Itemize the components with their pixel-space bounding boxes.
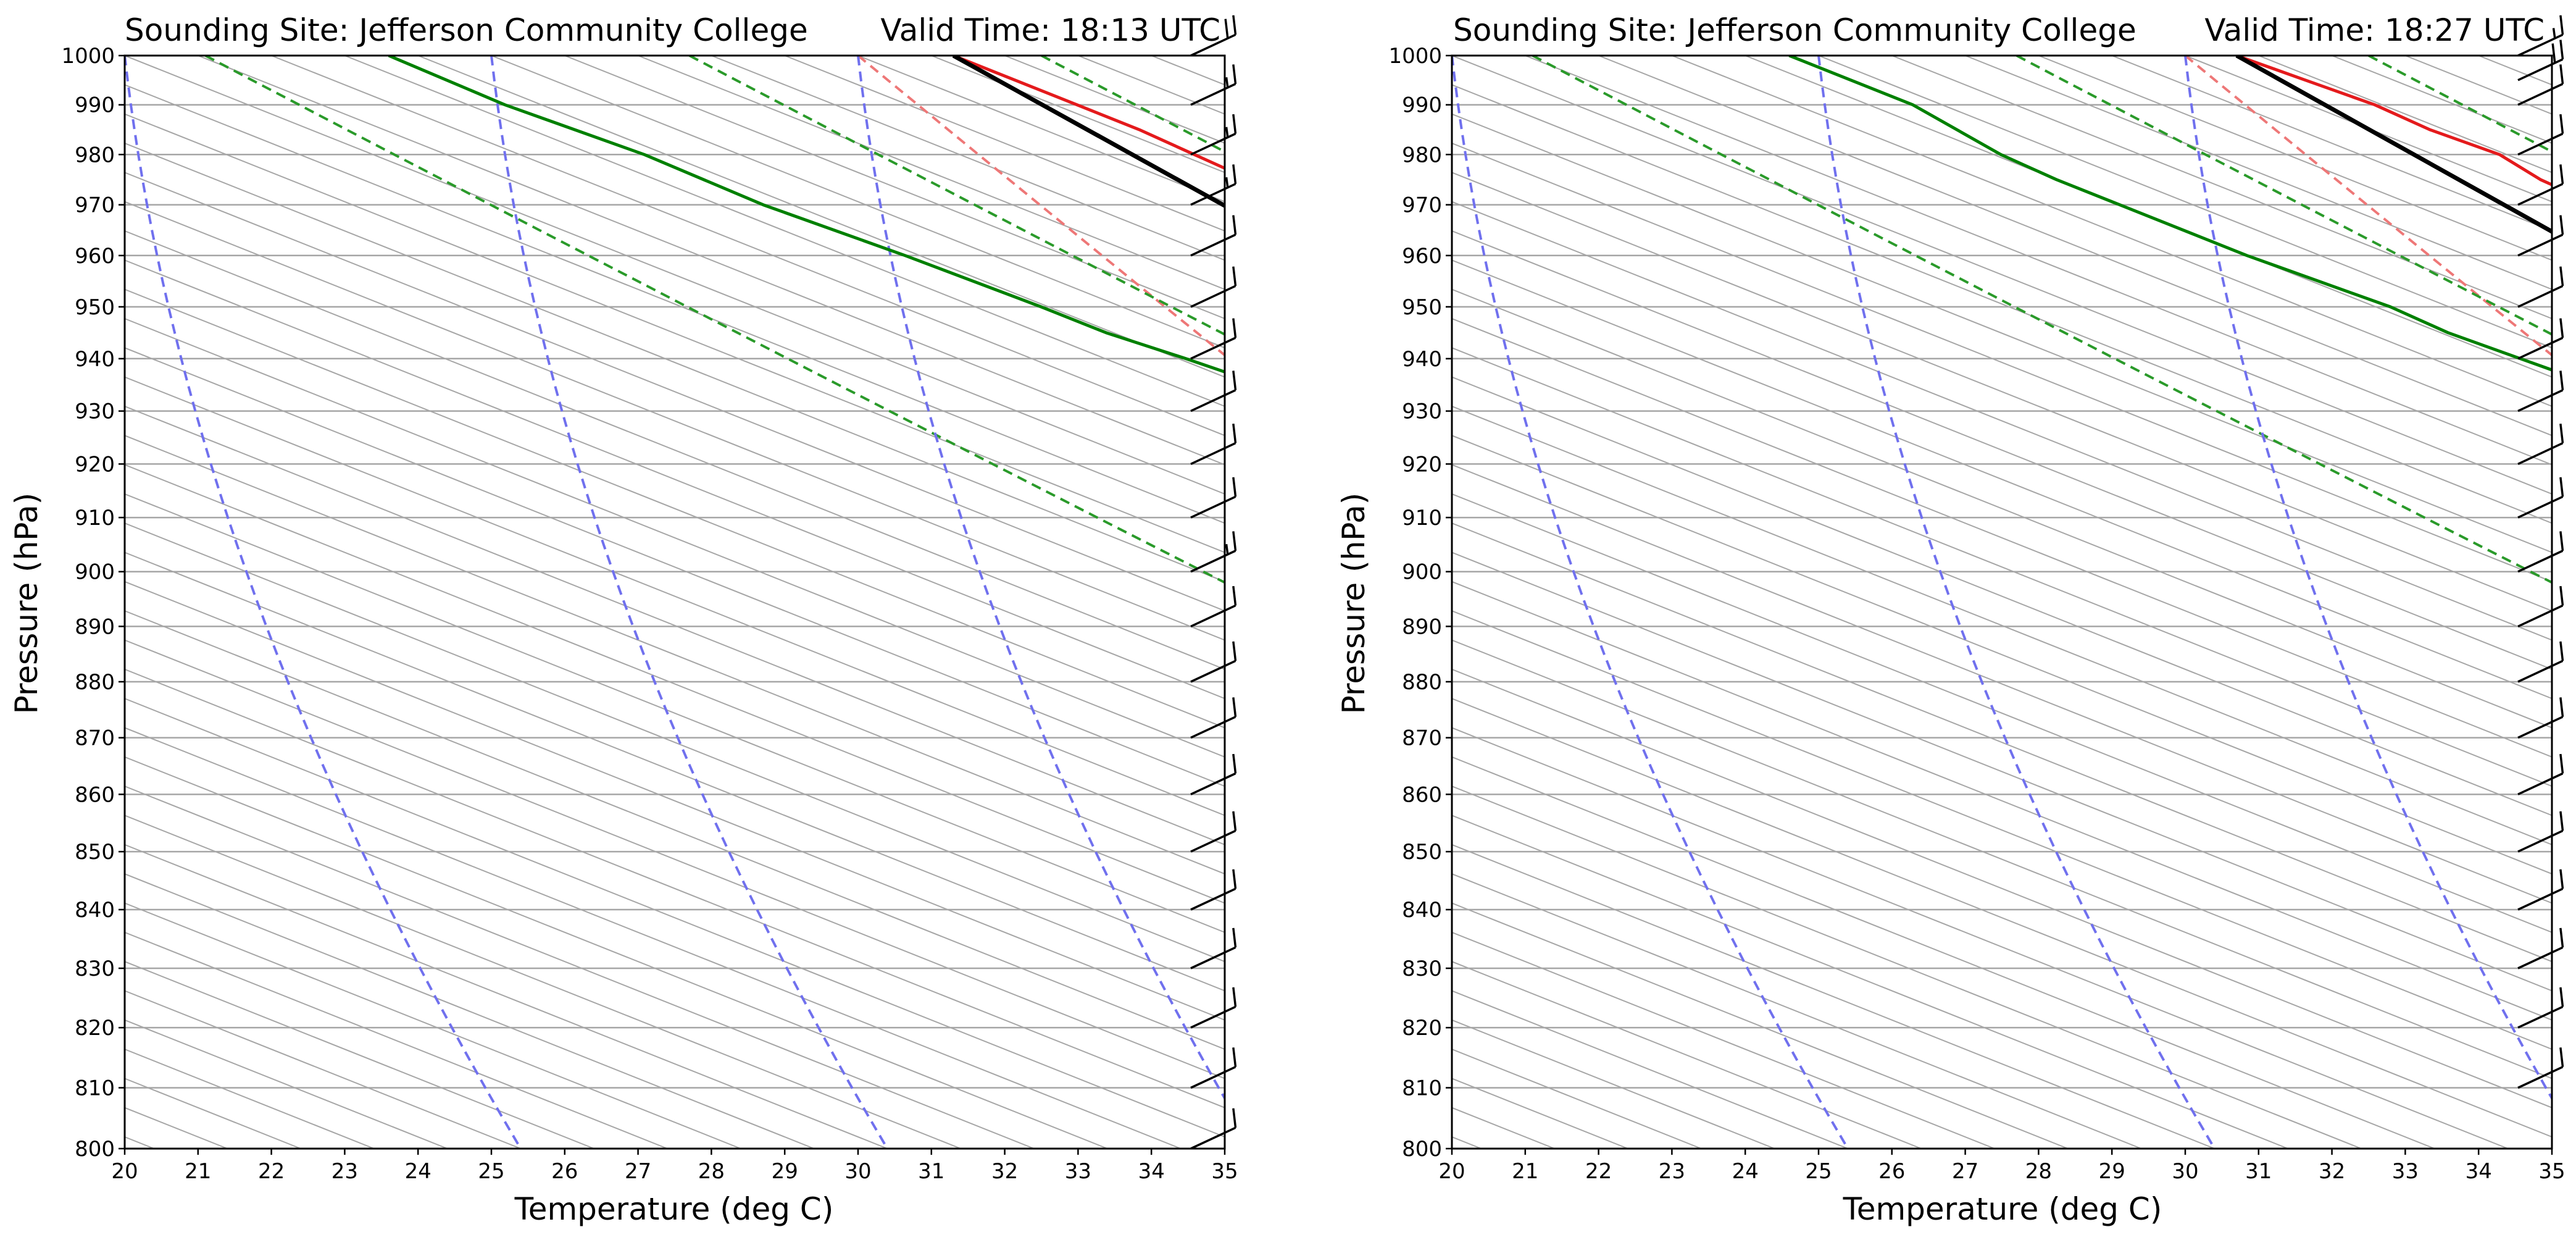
x-tick-label: 26 (1878, 1159, 1905, 1184)
y-tick-label: 900 (75, 560, 115, 585)
y-axis-title: Pressure (hPa) (9, 493, 44, 714)
x-tick-label: 33 (1065, 1159, 1091, 1184)
x-tick-label: 32 (991, 1159, 1018, 1184)
x-tick-label: 23 (331, 1159, 358, 1184)
x-tick-label: 27 (1952, 1159, 1978, 1184)
y-tick-label: 960 (75, 244, 115, 269)
x-tick-label: 24 (1732, 1159, 1759, 1184)
y-tick-label: 940 (75, 347, 115, 372)
x-tick-label: 24 (405, 1159, 431, 1184)
y-tick-label: 830 (75, 957, 115, 981)
x-tick-label: 29 (772, 1159, 798, 1184)
x-axis-title: Temperature (deg C) (514, 1191, 834, 1227)
x-tick-label: 29 (2099, 1159, 2125, 1184)
x-tick-label: 32 (2319, 1159, 2345, 1184)
x-tick-label: 31 (918, 1159, 944, 1184)
x-tick-label: 26 (551, 1159, 578, 1184)
y-tick-label: 830 (1402, 957, 1442, 981)
y-tick-label: 840 (1402, 898, 1442, 923)
x-tick-label: 20 (111, 1159, 138, 1184)
y-tick-label: 990 (75, 93, 115, 118)
x-axis-title: Temperature (deg C) (1843, 1191, 2162, 1227)
y-tick-label: 950 (1402, 295, 1442, 320)
y-tick-label: 860 (1402, 782, 1442, 807)
x-tick-label: 20 (1438, 1159, 1465, 1184)
panel-title: Sounding Site: Jefferson Community Colle… (125, 12, 808, 48)
y-tick-label: 930 (75, 400, 115, 424)
y-tick-label: 950 (75, 295, 115, 320)
y-tick-label: 870 (75, 726, 115, 751)
y-tick-label: 890 (1402, 614, 1442, 639)
valid-time-label: Valid Time: 18:27 UTC (2204, 12, 2545, 48)
y-tick-label: 1000 (61, 44, 115, 69)
y-tick-label: 1000 (1388, 44, 1442, 69)
y-tick-label: 850 (1402, 840, 1442, 865)
y-tick-label: 840 (75, 898, 115, 923)
y-tick-label: 990 (1402, 93, 1442, 118)
y-tick-label: 810 (75, 1076, 115, 1100)
x-tick-label: 30 (2172, 1159, 2198, 1184)
y-tick-label: 910 (1402, 506, 1442, 530)
y-tick-label: 800 (1402, 1137, 1442, 1162)
valid-time-label: Valid Time: 18:13 UTC (880, 12, 1220, 48)
y-tick-label: 930 (1402, 400, 1442, 424)
y-tick-label: 980 (1402, 143, 1442, 167)
panel-title: Sounding Site: Jefferson Community Colle… (1453, 12, 2136, 48)
y-tick-label: 820 (75, 1016, 115, 1041)
x-tick-label: 25 (478, 1159, 504, 1184)
x-tick-label: 31 (2245, 1159, 2272, 1184)
x-tick-label: 22 (258, 1159, 285, 1184)
x-tick-label: 28 (2025, 1159, 2052, 1184)
y-tick-label: 980 (75, 143, 115, 167)
y-tick-label: 970 (75, 193, 115, 218)
x-tick-label: 21 (1512, 1159, 1538, 1184)
y-tick-label: 890 (75, 614, 115, 639)
y-axis-title: Pressure (hPa) (1336, 493, 1372, 714)
y-tick-label: 820 (1402, 1016, 1442, 1041)
y-tick-label: 900 (1402, 560, 1442, 585)
x-tick-label: 23 (1659, 1159, 1685, 1184)
y-tick-label: 870 (1402, 726, 1442, 751)
x-tick-label: 35 (2538, 1159, 2565, 1184)
x-tick-label: 22 (1585, 1159, 1612, 1184)
x-tick-label: 21 (185, 1159, 211, 1184)
y-tick-label: 810 (1402, 1076, 1442, 1100)
y-tick-label: 800 (75, 1137, 115, 1162)
x-tick-label: 27 (625, 1159, 651, 1184)
x-tick-label: 28 (698, 1159, 725, 1184)
y-tick-label: 860 (75, 782, 115, 807)
x-tick-label: 34 (1138, 1159, 1165, 1184)
y-tick-label: 920 (1402, 452, 1442, 477)
y-tick-label: 910 (75, 506, 115, 530)
y-tick-label: 880 (1402, 670, 1442, 695)
x-tick-label: 30 (844, 1159, 871, 1184)
y-tick-label: 850 (75, 840, 115, 865)
y-tick-label: 880 (75, 670, 115, 695)
x-tick-label: 34 (2466, 1159, 2492, 1184)
y-tick-label: 920 (75, 452, 115, 477)
y-tick-label: 970 (1402, 193, 1442, 218)
x-tick-label: 35 (1211, 1159, 1238, 1184)
x-tick-label: 33 (2392, 1159, 2419, 1184)
y-tick-label: 960 (1402, 244, 1442, 269)
x-tick-label: 25 (1805, 1159, 1832, 1184)
y-tick-label: 940 (1402, 347, 1442, 372)
